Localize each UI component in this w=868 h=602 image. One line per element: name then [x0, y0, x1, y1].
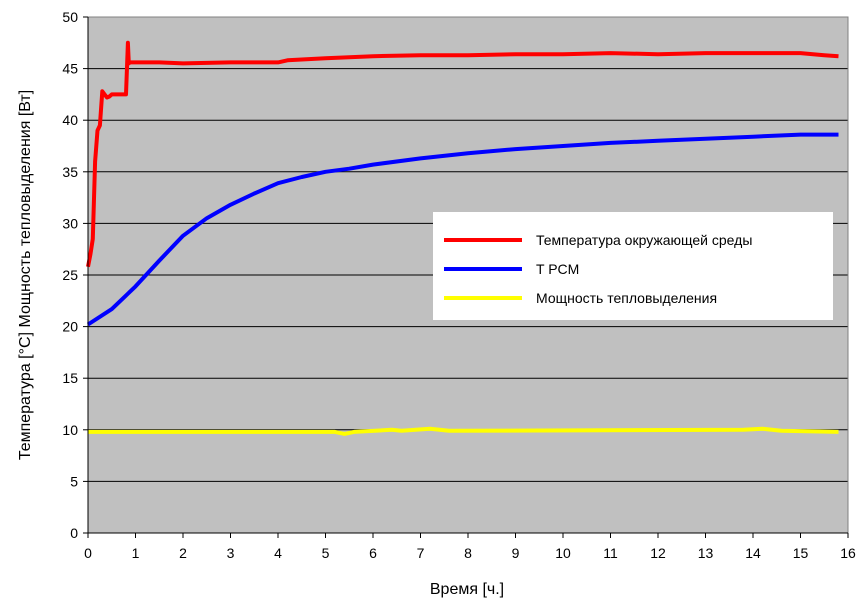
x-tick-label: 11	[603, 545, 618, 561]
axis-ticks	[83, 16, 849, 538]
legend: Температура окружающей среды T PCM Мощност…	[433, 212, 833, 320]
x-tick-label: 9	[512, 545, 520, 561]
y-tick-label: 30	[62, 215, 78, 231]
y-tick-label: 50	[62, 9, 78, 25]
series-lines	[86, 40, 839, 436]
series-line-2	[88, 426, 839, 436]
y-axis-title: Температура [°C] Мощность тепловыделения…	[17, 90, 34, 460]
legend-label-0: Температура окружающей среды	[536, 232, 752, 248]
x-axis-title: Время [ч.]	[430, 581, 504, 598]
x-tick-labels: 0 1 2 3 4 5 6 7 8 9 10 11 12 13 14 15 16	[84, 545, 856, 561]
y-tick-label: 15	[62, 370, 78, 386]
x-tick-label: 10	[555, 545, 571, 561]
x-tick-label: 6	[369, 545, 377, 561]
legend-label-1: T PCM	[536, 261, 579, 277]
y-tick-label: 25	[62, 267, 78, 283]
x-tick-label: 15	[793, 545, 809, 561]
x-tick-label: 14	[745, 545, 761, 561]
x-tick-label: 0	[84, 545, 92, 561]
x-tick-label: 16	[840, 545, 856, 561]
y-tick-label: 5	[70, 473, 78, 489]
x-tick-label: 4	[274, 545, 282, 561]
y-tick-label: 20	[62, 319, 78, 335]
series-line-1	[86, 132, 839, 327]
y-tick-label: 0	[70, 525, 78, 541]
y-tick-labels: 0 5 10 15 20 25 30 35 40 45 50	[62, 9, 78, 541]
legend-label-2: Мощность тепловыделения	[536, 290, 717, 306]
series-line-0	[86, 40, 839, 268]
x-tick-label: 1	[132, 545, 140, 561]
x-tick-label: 5	[322, 545, 330, 561]
y-tick-label: 45	[62, 61, 78, 77]
legend-box	[433, 212, 833, 320]
y-tick-label: 40	[62, 112, 78, 128]
x-tick-label: 7	[417, 545, 425, 561]
y-tick-label: 10	[62, 422, 78, 438]
y-tick-label: 35	[62, 164, 78, 180]
x-tick-label: 2	[179, 545, 187, 561]
x-tick-label: 13	[698, 545, 714, 561]
x-tick-label: 3	[227, 545, 235, 561]
x-tick-label: 12	[650, 545, 666, 561]
x-tick-label: 8	[464, 545, 472, 561]
